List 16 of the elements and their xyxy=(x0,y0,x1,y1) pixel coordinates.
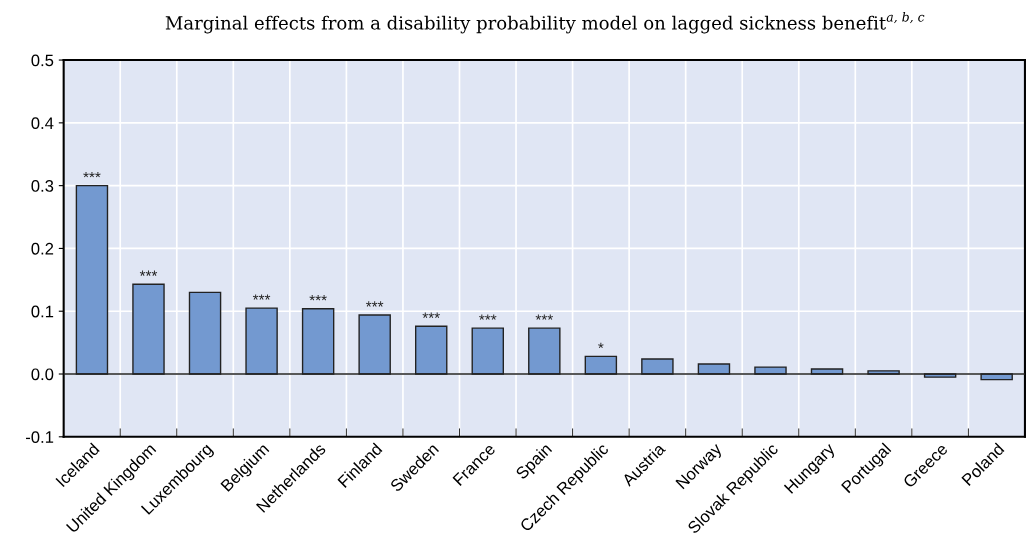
data-label: *** xyxy=(422,312,440,318)
y-tick-label: 0.1 xyxy=(31,305,54,318)
data-label: *** xyxy=(366,301,384,307)
y-tick-label: 0.3 xyxy=(31,180,54,192)
data-label: *** xyxy=(83,171,101,178)
data-label: *** xyxy=(309,295,327,301)
data-label: * xyxy=(598,342,604,349)
data-label: *** xyxy=(252,294,271,300)
y-tick-label: 0.5 xyxy=(31,54,54,67)
y-tick-label: 0.0 xyxy=(31,368,54,381)
data-label: *** xyxy=(535,314,553,320)
y-tick-label: 0.4 xyxy=(31,117,54,130)
data-label: *** xyxy=(139,270,158,276)
data-label: *** xyxy=(479,314,497,320)
y-tick-label: -0.1 xyxy=(25,431,54,443)
y-tick-label: 0.2 xyxy=(31,242,54,255)
